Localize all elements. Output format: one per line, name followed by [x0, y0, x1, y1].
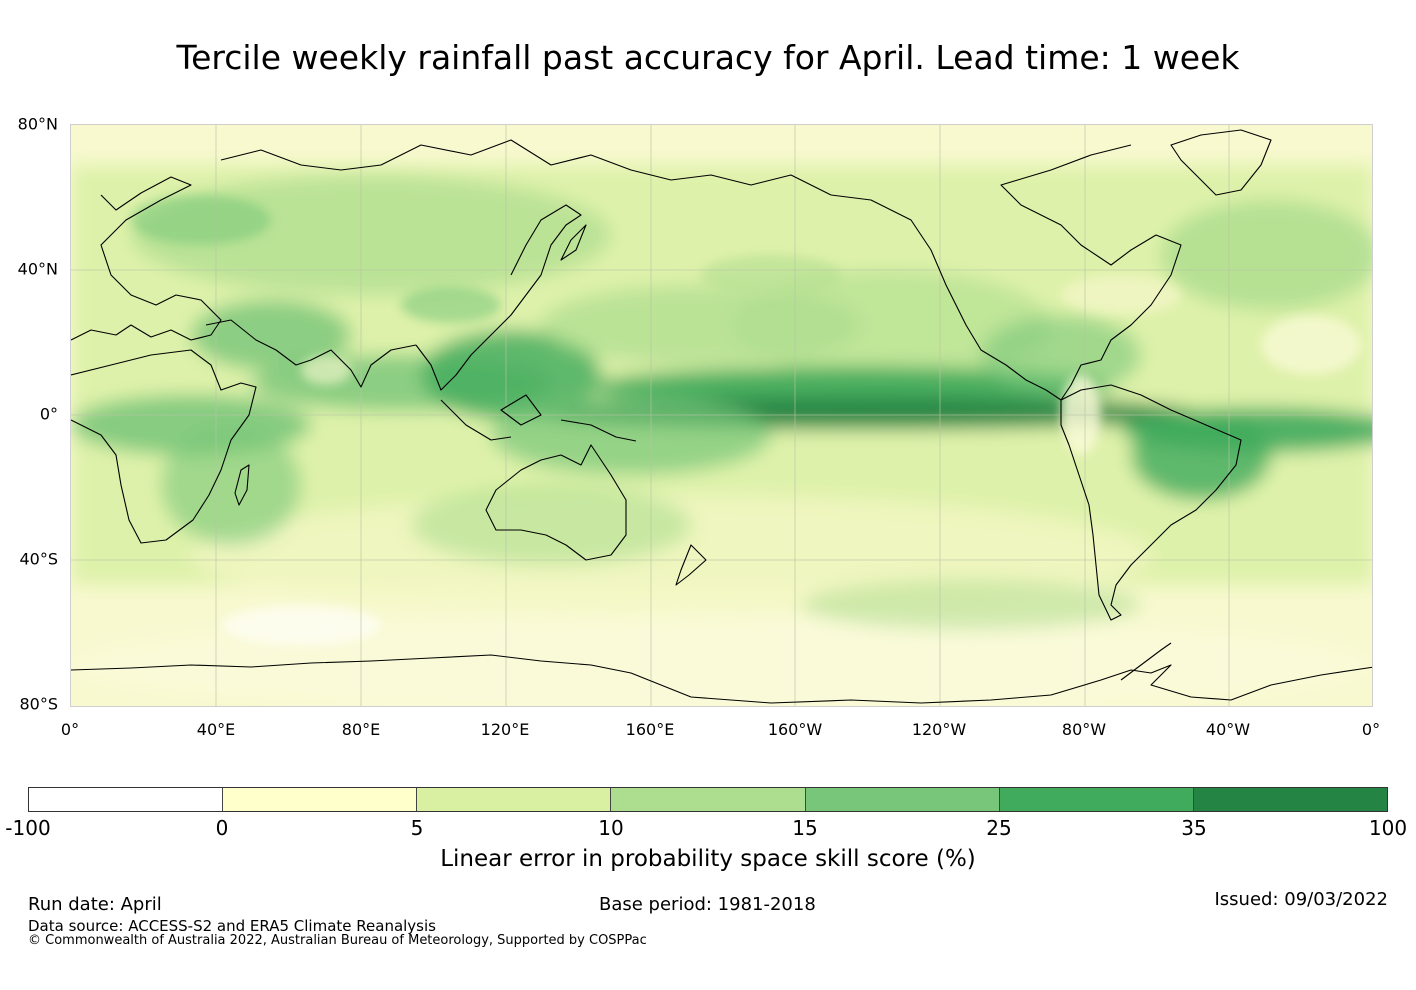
lon-label-40e: 40°E — [196, 720, 236, 739]
colorbar-tick: -100 — [5, 816, 51, 840]
colorbar-segment-2 — [223, 788, 418, 811]
issued-date: Issued: 09/03/2022 — [1214, 889, 1388, 910]
coast-greenland — [1170, 129, 1272, 196]
lon-label-160e: 160°E — [625, 720, 675, 739]
coast-indonesia — [440, 394, 637, 442]
coast-europe — [71, 176, 222, 341]
base-period: Base period: 1981-2018 — [599, 894, 816, 915]
map-canvas — [71, 125, 1372, 706]
data-source: Data source: ACCESS-S2 and ERA5 Climate … — [28, 917, 436, 935]
colorbar — [28, 787, 1388, 812]
lon-label-0-left: 0° — [60, 720, 80, 739]
lon-label-0-right: 0° — [1361, 720, 1381, 739]
colorbar-tick: 10 — [598, 816, 624, 840]
coast-arabia-india — [205, 319, 417, 388]
run-date: Run date: April — [28, 894, 162, 915]
lon-label-160w: 160°W — [767, 720, 823, 739]
colorbar-tick: 0 — [215, 816, 229, 840]
lon-label-120e: 120°E — [480, 720, 530, 739]
graticule — [71, 125, 1372, 706]
colorbar-tick: 35 — [1181, 816, 1207, 840]
coast-africa — [71, 349, 257, 544]
coastlines — [71, 129, 1372, 704]
colorbar-label: Linear error in probability space skill … — [440, 846, 976, 872]
colorbar-tick: 5 — [410, 816, 424, 840]
lat-label-40n: 40°N — [17, 259, 58, 279]
coast-antarctic-peninsula — [1120, 642, 1172, 681]
skill-score-speckle — [131, 195, 1361, 645]
lat-label-80n: 80°N — [17, 114, 58, 134]
lat-label-80s: 80°S — [19, 694, 58, 714]
coast-new-zealand — [675, 544, 707, 586]
colorbar-segment-1 — [29, 788, 224, 811]
colorbar-tick: 100 — [1368, 816, 1408, 840]
skill-score-map — [70, 124, 1373, 707]
colorbar-segment-5 — [805, 788, 1000, 811]
colorbar-segment-6 — [999, 788, 1194, 811]
colorbar-tick: 15 — [792, 816, 818, 840]
lat-label-40s: 40°S — [19, 549, 58, 569]
copyright: © Commonwealth of Australia 2022, Austra… — [28, 933, 647, 948]
lat-label-equator: 0° — [39, 404, 58, 424]
coast-north-america — [830, 144, 1182, 401]
map-title: Tercile weekly rainfall past accuracy fo… — [176, 38, 1240, 77]
coast-east-asia — [415, 204, 582, 391]
coast-arctic-asia — [220, 139, 832, 196]
coast-south-america — [1060, 384, 1242, 621]
colorbar-segment-3 — [417, 788, 612, 811]
coast-australia — [485, 444, 627, 561]
colorbar-segment-4 — [611, 788, 806, 811]
colorbar-segment-7 — [1193, 788, 1387, 811]
coast-madagascar — [234, 464, 250, 506]
coast-antarctica — [71, 654, 1372, 704]
colorbar-tick: 25 — [986, 816, 1012, 840]
lon-label-120w: 120°W — [911, 720, 967, 739]
coast-japan — [560, 224, 587, 261]
lon-label-80e: 80°E — [341, 720, 381, 739]
lon-label-80w: 80°W — [1061, 720, 1107, 739]
lon-label-40w: 40°W — [1205, 720, 1251, 739]
